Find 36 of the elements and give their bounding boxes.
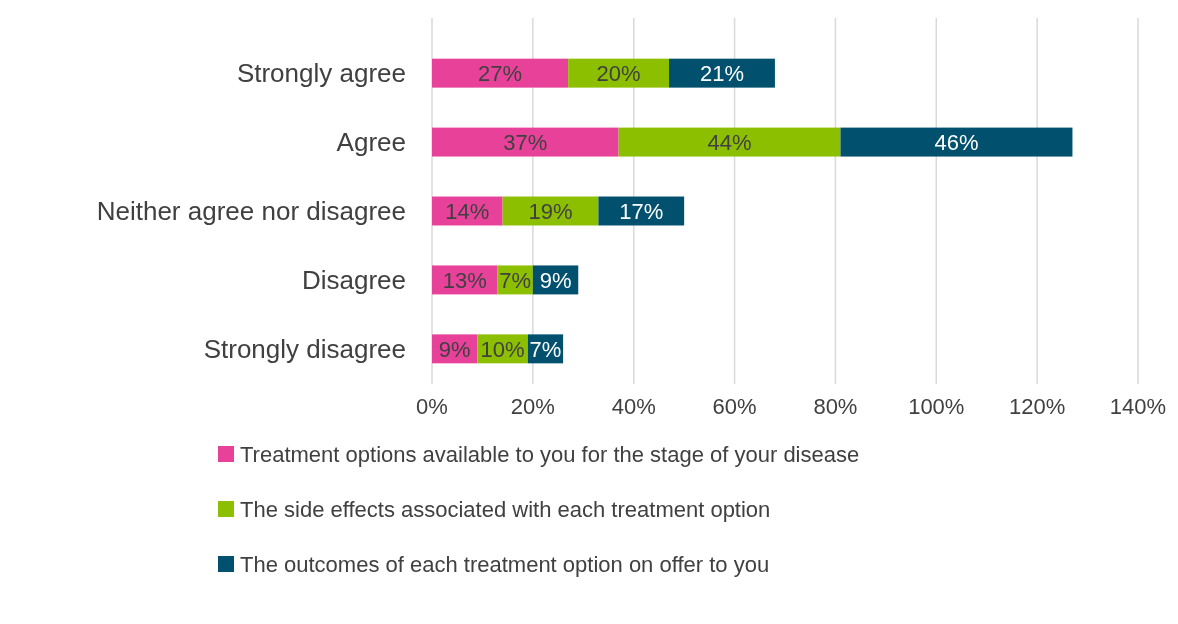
data-label: 9% <box>539 267 572 293</box>
data-label: 27% <box>478 60 523 86</box>
x-tick-label: 60% <box>712 394 757 419</box>
legend-label: The outcomes of each treatment option on offer to you <box>240 551 770 577</box>
x-tick-label: 20% <box>510 394 555 419</box>
data-label: 21% <box>699 60 744 86</box>
x-tick-label: 0% <box>416 394 448 419</box>
x-tick-label: 140% <box>1109 394 1167 419</box>
data-label: 14% <box>445 198 490 224</box>
y-tick-label: Disagree <box>301 265 406 296</box>
bar <box>840 127 1073 157</box>
data-label: 10% <box>480 336 525 362</box>
data-label: 46% <box>934 129 979 155</box>
y-tick-label: Agree <box>336 127 406 158</box>
legend-label: The side effects associated with each treatment option <box>240 496 771 522</box>
data-label: 9% <box>438 336 471 362</box>
data-label: 44% <box>707 129 752 155</box>
y-tick-label: Strongly agree <box>236 58 406 89</box>
bar <box>618 127 841 157</box>
x-tick-label: 80% <box>813 394 858 419</box>
data-label: 19% <box>528 198 573 224</box>
data-label: 7% <box>499 267 532 293</box>
x-tick-label: 120% <box>1009 394 1066 419</box>
bar <box>669 58 775 88</box>
data-label: 13% <box>442 267 487 293</box>
y-tick-label: Strongly disagree <box>203 333 406 364</box>
data-label: 37% <box>503 129 548 155</box>
data-label: 20% <box>596 60 641 86</box>
data-label: 7% <box>529 336 562 362</box>
x-tick-label: 40% <box>611 394 656 419</box>
x-tick-label: 100% <box>908 394 965 419</box>
data-label: 17% <box>619 198 664 224</box>
y-tick-label: Neither agree nor disagree <box>96 196 406 227</box>
legend-label: Treatment options available to you for the stage of your disease <box>240 441 860 467</box>
bar <box>432 127 619 157</box>
bar <box>432 58 569 88</box>
